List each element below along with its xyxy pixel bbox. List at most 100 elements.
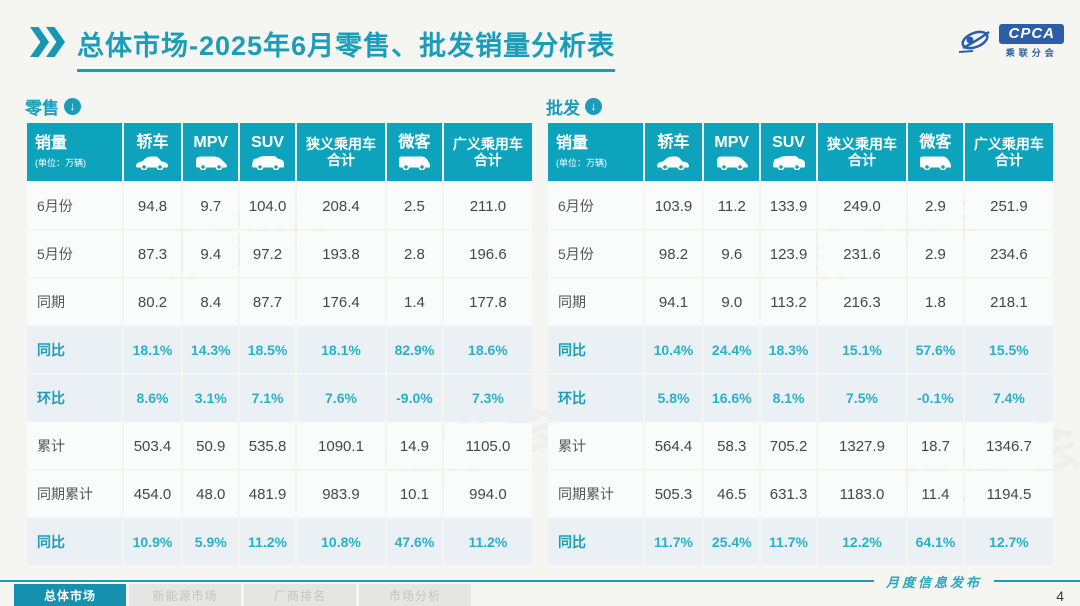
table-cell: 18.1%: [123, 327, 182, 373]
row-label: 5月份: [27, 231, 122, 277]
footer-tab-新能源市场[interactable]: 新能源市场: [129, 584, 241, 606]
row-label: 5月份: [548, 231, 643, 277]
table-cell: 11.2: [704, 183, 760, 229]
sedan-car-icon: [645, 155, 703, 170]
table-cell: 1327.9: [817, 423, 907, 469]
row-label: 同比: [548, 519, 643, 565]
table-cell: 251.9: [964, 183, 1053, 229]
table-cell: 97.2: [240, 231, 295, 277]
table-row: 6月份 94.8 9.7 104.0 208.4 2.5 211.0: [27, 183, 532, 229]
table-cell: 1090.1: [296, 423, 386, 469]
table-cell: 7.3%: [443, 375, 532, 421]
table-cell: 16.6%: [704, 375, 760, 421]
row-label: 同期: [27, 279, 122, 325]
table-cell: 24.4%: [704, 327, 760, 373]
wholesale-table: 销量 (单位：万辆) 轿车 MPV SUV 狭义乘用车 合计 微客 广义乘用车 合计 6月份 103…: [546, 121, 1055, 567]
table-cell: 8.4: [183, 279, 239, 325]
column-header: 广义乘用车 合计: [443, 123, 532, 181]
footer-tab-总体市场[interactable]: 总体市场: [14, 584, 126, 606]
table-row: 同比 18.1% 14.3% 18.5% 18.1% 82.9% 18.6%: [27, 327, 532, 373]
table-cell: 10.4%: [644, 327, 703, 373]
table-cell: 14.9: [387, 423, 442, 469]
table-cell: 218.1: [964, 279, 1053, 325]
page-number: 4: [1056, 588, 1064, 604]
table-cell: 196.6: [443, 231, 532, 277]
table-cell: 98.2: [644, 231, 703, 277]
column-header: 轿车: [123, 123, 182, 181]
table-cell: 9.7: [183, 183, 239, 229]
retail-table-section: 零售 ↓ 销量 (单位：万辆) 轿车 MPV SUV 狭义乘用车 合计 微客 广义乘用车 合计 6…: [25, 96, 534, 567]
table-cell: 176.4: [296, 279, 386, 325]
retail-section-header: 零售 ↓: [25, 96, 534, 118]
table-cell: 58.3: [704, 423, 760, 469]
table-cell: 7.4%: [964, 375, 1053, 421]
mpv-car-icon: [183, 155, 238, 170]
page-title: 总体市场-2025年6月零售、批发销量分析表: [77, 24, 616, 72]
footer-note: 月度信息发布: [873, 572, 994, 591]
table-cell: 9.4: [183, 231, 239, 277]
cpca-swoosh-icon: [955, 26, 995, 58]
table-cell: 57.6%: [908, 327, 963, 373]
row-label: 6月份: [27, 183, 122, 229]
table-cell: 113.2: [761, 279, 816, 325]
table-cell: 2.5: [387, 183, 442, 229]
table-cell: 10.9%: [123, 519, 182, 565]
table-cell: 216.3: [817, 279, 907, 325]
row-label: 同期累计: [548, 471, 643, 517]
row-label: 同期: [548, 279, 643, 325]
table-cell: 87.7: [240, 279, 295, 325]
row-label: 同比: [27, 327, 122, 373]
table-cell: 25.4%: [704, 519, 760, 565]
table-cell: 18.6%: [443, 327, 532, 373]
footer-tab-厂商排名[interactable]: 厂商排名: [244, 584, 356, 606]
table-cell: 564.4: [644, 423, 703, 469]
table-cell: 7.5%: [817, 375, 907, 421]
table-cell: 7.1%: [240, 375, 295, 421]
table-cell: 11.7%: [644, 519, 703, 565]
table-cell: 9.6: [704, 231, 760, 277]
section-label: 零售: [25, 98, 59, 118]
row-label: 同比: [548, 327, 643, 373]
table-cell: 133.9: [761, 183, 816, 229]
table-cell: 211.0: [443, 183, 532, 229]
table-row: 环比 8.6% 3.1% 7.1% 7.6% -9.0% 7.3%: [27, 375, 532, 421]
column-header: MPV: [183, 123, 239, 181]
wholesale-table-section: 批发 ↓ 销量 (单位：万辆) 轿车 MPV SUV 狭义乘用车 合计 微客 广义乘用车 合计 6…: [546, 96, 1055, 567]
table-cell: -9.0%: [387, 375, 442, 421]
table-cell: 2.9: [908, 183, 963, 229]
table-cell: 46.5: [704, 471, 760, 517]
table-cell: 705.2: [761, 423, 816, 469]
table-cell: 177.8: [443, 279, 532, 325]
footer-tab-市场分析[interactable]: 市场分析: [359, 584, 471, 606]
table-cell: 12.7%: [964, 519, 1053, 565]
table-row: 同期 80.2 8.4 87.7 176.4 1.4 177.8: [27, 279, 532, 325]
table-cell: 994.0: [443, 471, 532, 517]
row-label: 累计: [27, 423, 122, 469]
table-cell: 249.0: [817, 183, 907, 229]
table-cell: 94.8: [123, 183, 182, 229]
section-label: 批发: [546, 98, 580, 118]
table-cell: 123.9: [761, 231, 816, 277]
column-header: 微客: [908, 123, 963, 181]
suv-car-icon: [240, 155, 295, 170]
table-cell: 231.6: [817, 231, 907, 277]
row-label: 同比: [27, 519, 122, 565]
footer-tabs: 总体市场 新能源市场 厂商排名 市场分析: [14, 584, 471, 606]
table-cell: 48.0: [183, 471, 239, 517]
table-cell: 8.1%: [761, 375, 816, 421]
table-cell: 15.1%: [817, 327, 907, 373]
table-cell: 82.9%: [387, 327, 442, 373]
table-cell: 11.4: [908, 471, 963, 517]
table-cell: 9.0: [704, 279, 760, 325]
table-cell: 103.9: [644, 183, 703, 229]
wholesale-section-header: 批发 ↓: [546, 96, 1055, 118]
title-bar: 总体市场-2025年6月零售、批发销量分析表: [30, 24, 616, 72]
table-cell: 11.2%: [443, 519, 532, 565]
column-header: 轿车: [644, 123, 703, 181]
circle-down-arrow-icon: ↓: [64, 97, 81, 115]
column-header: MPV: [704, 123, 760, 181]
cpca-logo: CPCA 乘联分会: [955, 24, 1064, 59]
table-cell: -0.1%: [908, 375, 963, 421]
page-title-rest: -2025年6月零售、批发销量分析表: [189, 31, 616, 61]
table-row: 环比 5.8% 16.6% 8.1% 7.5% -0.1% 7.4%: [548, 375, 1053, 421]
